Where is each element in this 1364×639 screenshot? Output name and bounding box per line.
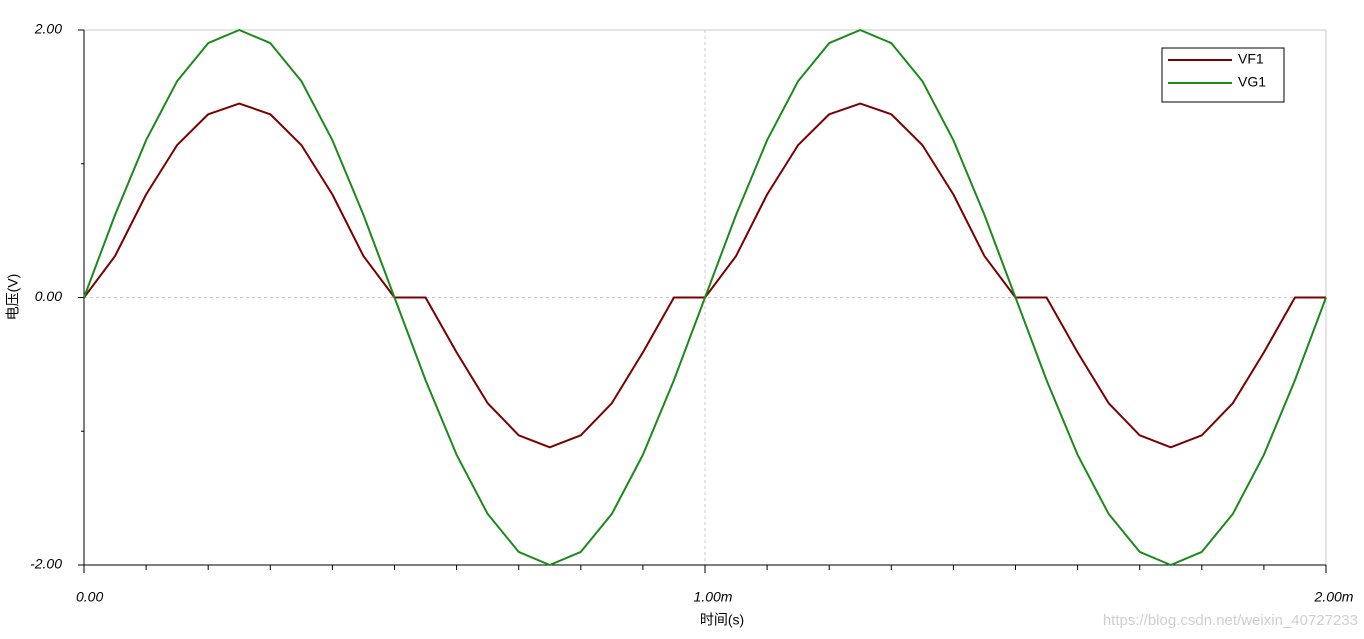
x-tick-label: 1.00m (694, 589, 733, 605)
x-tick-label: 2.00m (1314, 589, 1354, 605)
y-axis-title: 电压(V) (5, 274, 21, 321)
x-axis-title: 时间(s) (700, 612, 744, 628)
series-line (83, 29, 1327, 566)
y-tick-label: 2.00 (34, 21, 62, 37)
y-tick-label: -2.00 (30, 556, 62, 572)
legend-label: VG1 (1238, 74, 1266, 90)
legend-box (1161, 47, 1285, 103)
watermark: https://blog.csdn.net/weixin_40727233 (1103, 612, 1358, 629)
legend-label: VF1 (1238, 51, 1264, 67)
x-tick-label: 0.00 (76, 589, 103, 605)
series-line (83, 102, 1326, 449)
y-tick-label: 0.00 (35, 288, 62, 304)
